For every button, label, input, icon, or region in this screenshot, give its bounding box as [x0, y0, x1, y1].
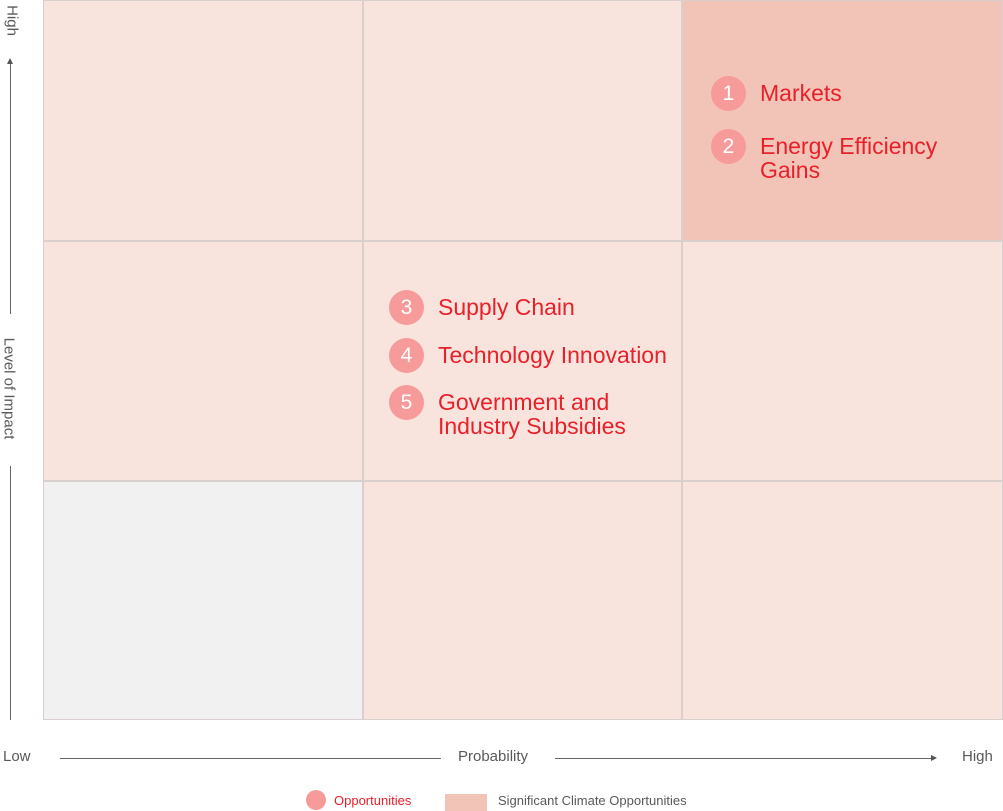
opportunity-item-4: 4 Technology Innovation [389, 338, 667, 373]
legend-significant-swatch [445, 794, 487, 811]
opportunity-label: Supply Chain [438, 294, 575, 320]
x-axis-arrow-icon [931, 754, 937, 761]
opportunity-label: Government and Industry Subsidies [438, 389, 626, 439]
opportunity-number-marker: 5 [389, 385, 424, 420]
opportunity-number-marker: 1 [711, 76, 746, 111]
opportunity-item-2: 2 Energy Efficiency Gains [711, 129, 937, 182]
cell-low-impact-high-prob [682, 481, 1003, 720]
opportunity-number-marker: 3 [389, 290, 424, 325]
legend-opportunities-label: Opportunities [334, 793, 412, 808]
x-axis-line-right [555, 758, 933, 759]
opportunity-item-5: 5 Government and Industry Subsidies [389, 385, 626, 438]
x-axis-line-left [60, 758, 441, 759]
y-axis-high-label: High [3, 5, 21, 36]
cell-mid-impact-high-prob [682, 241, 1003, 481]
legend-significant-label: Significant Climate Opportunities [498, 793, 687, 808]
impact-probability-matrix [43, 0, 1003, 720]
opportunity-label: Energy Efficiency Gains [760, 133, 938, 183]
cell-high-impact-low-prob [43, 0, 363, 241]
opportunity-number-marker: 2 [711, 129, 746, 164]
cell-high-impact-high-prob [682, 0, 1003, 241]
y-axis-line-upper [10, 62, 11, 314]
y-axis-arrow-icon [7, 58, 13, 64]
opportunity-label: Markets [760, 80, 842, 106]
x-axis-low-label: Low [3, 748, 31, 765]
x-axis-high-label: High [962, 748, 993, 765]
x-axis-title: Probability [458, 748, 529, 765]
opportunity-label: Technology Innovation [438, 342, 667, 368]
cell-low-impact-mid-prob [363, 481, 682, 720]
opportunity-number-marker: 4 [389, 338, 424, 373]
opportunity-item-3: 3 Supply Chain [389, 290, 575, 325]
cell-mid-impact-low-prob [43, 241, 363, 481]
cell-high-impact-mid-prob [363, 0, 682, 241]
y-axis-title: Level of Impact [0, 337, 18, 440]
y-axis-line-lower [10, 466, 11, 720]
cell-low-impact-low-prob [43, 481, 363, 720]
legend-opportunities-marker [306, 790, 326, 810]
opportunity-item-1: 1 Markets [711, 76, 842, 111]
